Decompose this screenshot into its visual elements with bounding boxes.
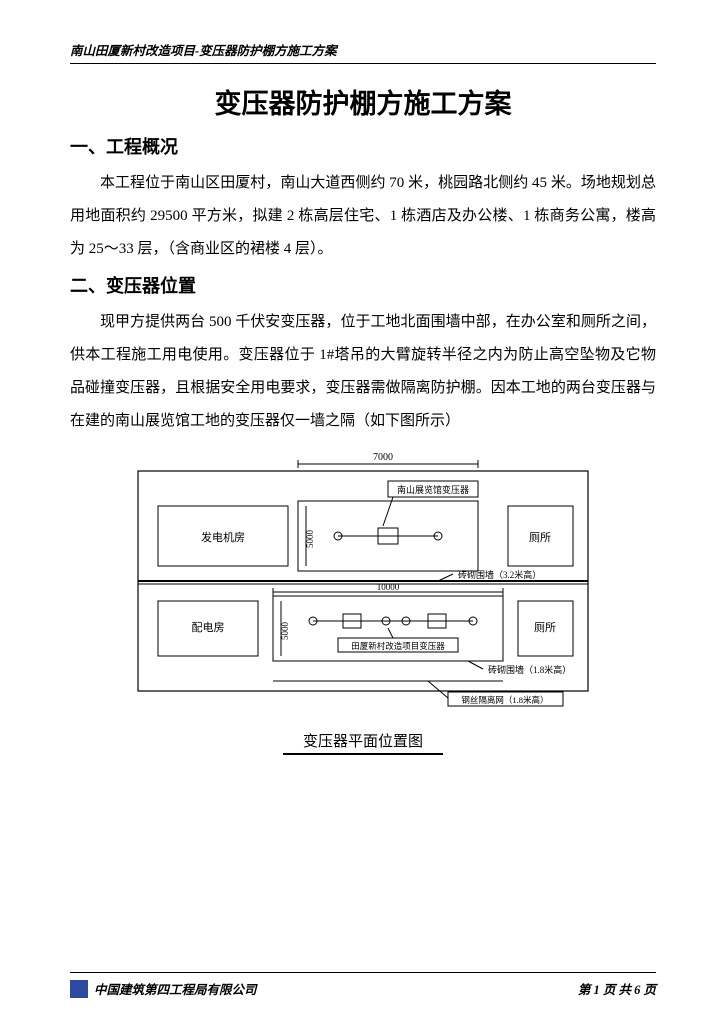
- transformer-layout-diagram: 7000 南山展览馆变压器 发电机房 厕所 5000: [128, 446, 598, 726]
- section-2-text: 现甲方提供两台 500 千伏安变压器，位于工地北面围墙中部，在办公室和厕所之间，…: [70, 306, 656, 438]
- svg-text:配电房: 配电房: [192, 621, 225, 634]
- caption-rule: [283, 753, 443, 755]
- svg-text:厕所: 厕所: [529, 531, 551, 544]
- section-1-text: 本工程位于南山区田厦村，南山大道西侧约 70 米，桃园路北侧约 45 米。场地规…: [70, 167, 656, 266]
- page-footer: 中国建筑第四工程局有限公司 第 1 页 共 6 页: [70, 972, 656, 998]
- section-1-heading: 一、工程概况: [70, 133, 656, 159]
- svg-text:田厦新村改造项目变压器: 田厦新村改造项目变压器: [351, 641, 445, 651]
- svg-text:厕所: 厕所: [534, 621, 556, 634]
- company-name: 中国建筑第四工程局有限公司: [94, 979, 257, 998]
- svg-text:5000: 5000: [305, 530, 315, 549]
- svg-text:7000: 7000: [373, 452, 393, 463]
- svg-text:南山展览馆变压器: 南山展览馆变压器: [397, 484, 469, 495]
- document-header: 南山田厦新村改造项目-变压器防护棚方施工方案: [70, 40, 656, 64]
- page-number: 第 1 页 共 6 页: [578, 979, 656, 998]
- svg-text:砖砌围墙（1.8米高）: 砖砌围墙（1.8米高）: [488, 664, 571, 675]
- svg-text:钢丝隔离网（1.8米高）: 钢丝隔离网（1.8米高）: [461, 695, 548, 705]
- section-2-heading: 二、变压器位置: [70, 272, 656, 298]
- svg-text:10000: 10000: [377, 582, 400, 592]
- company-logo-icon: [70, 980, 88, 998]
- diagram-caption: 变压器平面位置图: [70, 730, 656, 751]
- svg-text:砖砌围墙（3.2米高）: 砖砌围墙（3.2米高）: [458, 569, 541, 580]
- svg-text:发电机房: 发电机房: [201, 530, 245, 544]
- svg-text:5000: 5000: [280, 622, 290, 641]
- document-title: 变压器防护棚方施工方案: [70, 82, 656, 121]
